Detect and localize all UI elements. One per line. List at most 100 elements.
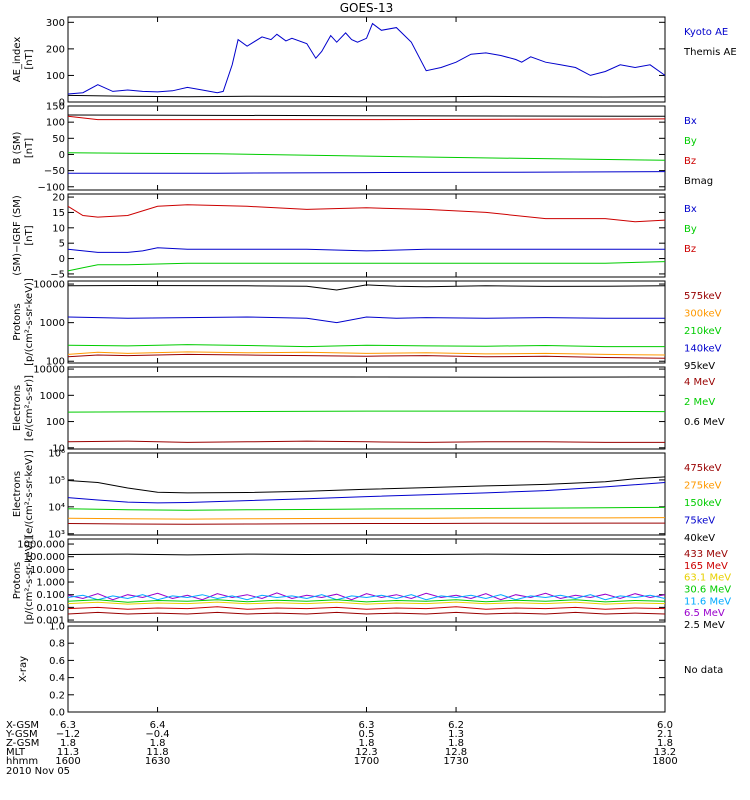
orbit-row-label: hhmm [6, 756, 38, 767]
legend-entry: Bx [684, 116, 697, 127]
legend-entry: 2 MeV [684, 397, 715, 408]
y-tick-label: 15 [52, 208, 65, 219]
y-axis-label-bsm: [nT] [24, 138, 35, 158]
orbit-row-value: 1.8 [448, 738, 464, 749]
orbit-row-value: 1700 [354, 756, 379, 767]
y-tick-label: 0.2 [49, 690, 65, 701]
legend-entry: 4 MeV [684, 377, 715, 388]
legend-entry: 433 MeV [684, 549, 728, 560]
orbit-row-value: −1.2 [56, 729, 80, 740]
y-tick-label: 100 [46, 357, 65, 368]
y-tick-label: 1000 [40, 318, 65, 329]
series-line [67, 115, 666, 121]
series-line [67, 601, 666, 605]
panel-frame-xray [67, 625, 666, 713]
orbit-row-value: 11.8 [146, 747, 168, 758]
legend-entry: By [684, 224, 697, 235]
y-tick-label: 100.000 [24, 552, 65, 563]
y-tick-label: 0.0 [49, 708, 65, 719]
orbit-row-value: 12.3 [355, 747, 377, 758]
y-tick-label: −5 [50, 269, 65, 280]
legend-entry: 75keV [684, 516, 715, 527]
panel-frame-ae [67, 16, 666, 103]
orbit-row-value: 6.3 [60, 720, 76, 731]
series-line [67, 344, 665, 348]
legend-entry: 95keV [684, 361, 715, 372]
legend-entry: Bz [684, 156, 696, 167]
series-line [67, 517, 666, 520]
y-tick-label: 10⁶ [48, 449, 65, 460]
orbit-row-value: 1630 [145, 756, 170, 767]
series-line [67, 22, 666, 95]
y-tick-label: 0 [59, 254, 65, 265]
y-tick-label: 150 [46, 102, 65, 113]
legend-entry: 2.5 MeV [684, 620, 725, 631]
series-line [67, 440, 665, 443]
y-axis-label-bigrf: [nT] [24, 225, 35, 245]
y-tick-label: 10³ [48, 529, 65, 540]
y-tick-label: 0.100 [36, 590, 65, 601]
y-tick-label: 5 [59, 239, 65, 250]
y-tick-label: 10⁵ [48, 475, 65, 486]
legend-entry: No data [684, 665, 723, 676]
series-line [67, 606, 666, 610]
series-line [67, 353, 666, 359]
y-tick-label: 0 [59, 98, 65, 109]
y-tick-label: 1.000 [36, 578, 65, 589]
orbit-row-value: 6.3 [359, 720, 375, 731]
legend-entry: 140keV [684, 344, 722, 355]
orbit-row-label: Y-GSM [5, 729, 38, 740]
y-tick-label: 0.010 [36, 603, 65, 614]
panel-frame-bsm [67, 105, 666, 191]
series-line [67, 114, 666, 117]
orbit-row-value: 1730 [443, 756, 468, 767]
orbit-row-value: 6.2 [448, 720, 464, 731]
orbit-row-value: 13.2 [654, 747, 676, 758]
series-line [67, 522, 665, 525]
y-axis-label-protons2: Protons [12, 562, 23, 599]
series-line [67, 247, 665, 253]
y-tick-label: −100 [38, 182, 65, 193]
legend-entry: 11.6 MeV [684, 596, 731, 607]
date-label: 2010 Nov 05 [6, 766, 70, 777]
y-tick-label: 100 [46, 71, 65, 82]
legend-entry: Kyoto AE [684, 27, 728, 38]
orbit-row-value: 1600 [55, 756, 80, 767]
y-tick-label: 100 [46, 118, 65, 129]
legend-entry: Themis AE [683, 47, 737, 58]
legend-entry: 40keV [684, 533, 715, 544]
y-axis-label-protons2: [p/(cm²-s-sr-keV)] [24, 537, 35, 625]
orbit-row-label: X-GSM [6, 720, 39, 731]
series-line [67, 599, 666, 603]
y-tick-label: 300 [46, 18, 65, 29]
legend-entry: 275keV [684, 481, 722, 492]
series-line [67, 476, 666, 494]
legend-entry: By [684, 136, 697, 147]
orbit-row-value: 1.8 [657, 738, 673, 749]
orbit-row-value: 11.3 [57, 747, 79, 758]
y-axis-label-bigrf: (SM)−IGRF (SM) [12, 195, 23, 276]
legend-entry: 575keV [684, 291, 722, 302]
series-line [67, 553, 666, 556]
y-axis-label-protons: Protons [12, 303, 23, 340]
y-axis-label-ae: AE_index [12, 37, 23, 83]
series-line [67, 316, 665, 324]
series-line [67, 594, 666, 601]
legend-entry: 63.1 MeV [684, 573, 731, 584]
y-tick-label: 1000.000 [17, 540, 65, 551]
orbit-row-value: 2.1 [657, 729, 673, 740]
y-tick-label: 100 [46, 417, 65, 428]
y-axis-label-electrons1: Electrons [12, 385, 23, 431]
legend-entry: 210keV [684, 326, 722, 337]
y-tick-label: 200 [46, 44, 65, 55]
orbit-row-value: 6.0 [657, 720, 673, 731]
series-line [67, 482, 666, 504]
series-line [67, 152, 666, 161]
y-tick-label: 10 [52, 223, 65, 234]
y-axis-label-electrons1: [e/(cm²-s-sr)] [24, 375, 35, 441]
orbit-row-label: MLT [6, 747, 26, 758]
series-line [68, 171, 666, 174]
series-line [67, 204, 666, 223]
y-tick-label: 10 [52, 443, 65, 454]
